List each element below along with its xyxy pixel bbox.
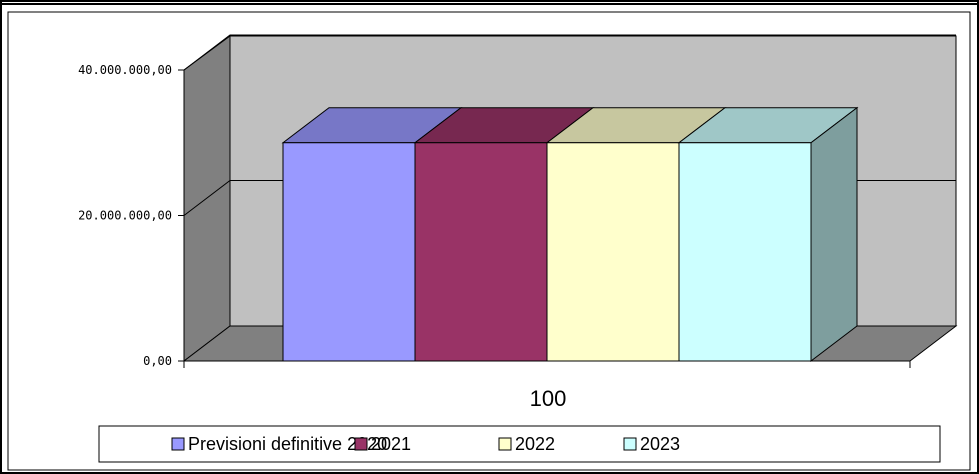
legend-item-1: Previsioni definitive 2020 xyxy=(171,434,387,454)
y-tick-label: 20.000.000,00 xyxy=(78,209,172,223)
legend-label: 2023 xyxy=(640,434,680,454)
legend-swatch xyxy=(498,437,512,451)
bar-front-face xyxy=(546,142,680,362)
bar-2 xyxy=(413,107,595,362)
legend-swatch xyxy=(354,437,368,451)
bar-side-face xyxy=(810,106,858,363)
legend-item-3: 2022 xyxy=(498,434,555,454)
legend-item-4: 2023 xyxy=(623,434,680,454)
bar-front-face xyxy=(678,142,812,362)
y-tick-label: 40.000.000,00 xyxy=(78,63,172,77)
legend-box xyxy=(98,425,941,463)
bar-3 xyxy=(545,107,727,362)
y-tick-labels: 0,00 20.000.000,00 40.000.000,00 xyxy=(78,63,184,368)
bars xyxy=(281,106,859,363)
category-label: 100 xyxy=(530,386,567,411)
legend-label: 2021 xyxy=(371,434,411,454)
legend-swatch xyxy=(171,437,185,451)
legend-swatch xyxy=(623,437,637,451)
legend-label: Previsioni definitive 2020 xyxy=(188,434,387,454)
legend-label: 2022 xyxy=(515,434,555,454)
bar-front-face xyxy=(414,142,548,362)
legend-item-2: 2021 xyxy=(354,434,411,454)
y-tick-label: 0,00 xyxy=(143,354,172,368)
bar-front-face xyxy=(282,142,416,362)
gridline xyxy=(183,34,956,71)
bar-4 xyxy=(677,106,859,363)
